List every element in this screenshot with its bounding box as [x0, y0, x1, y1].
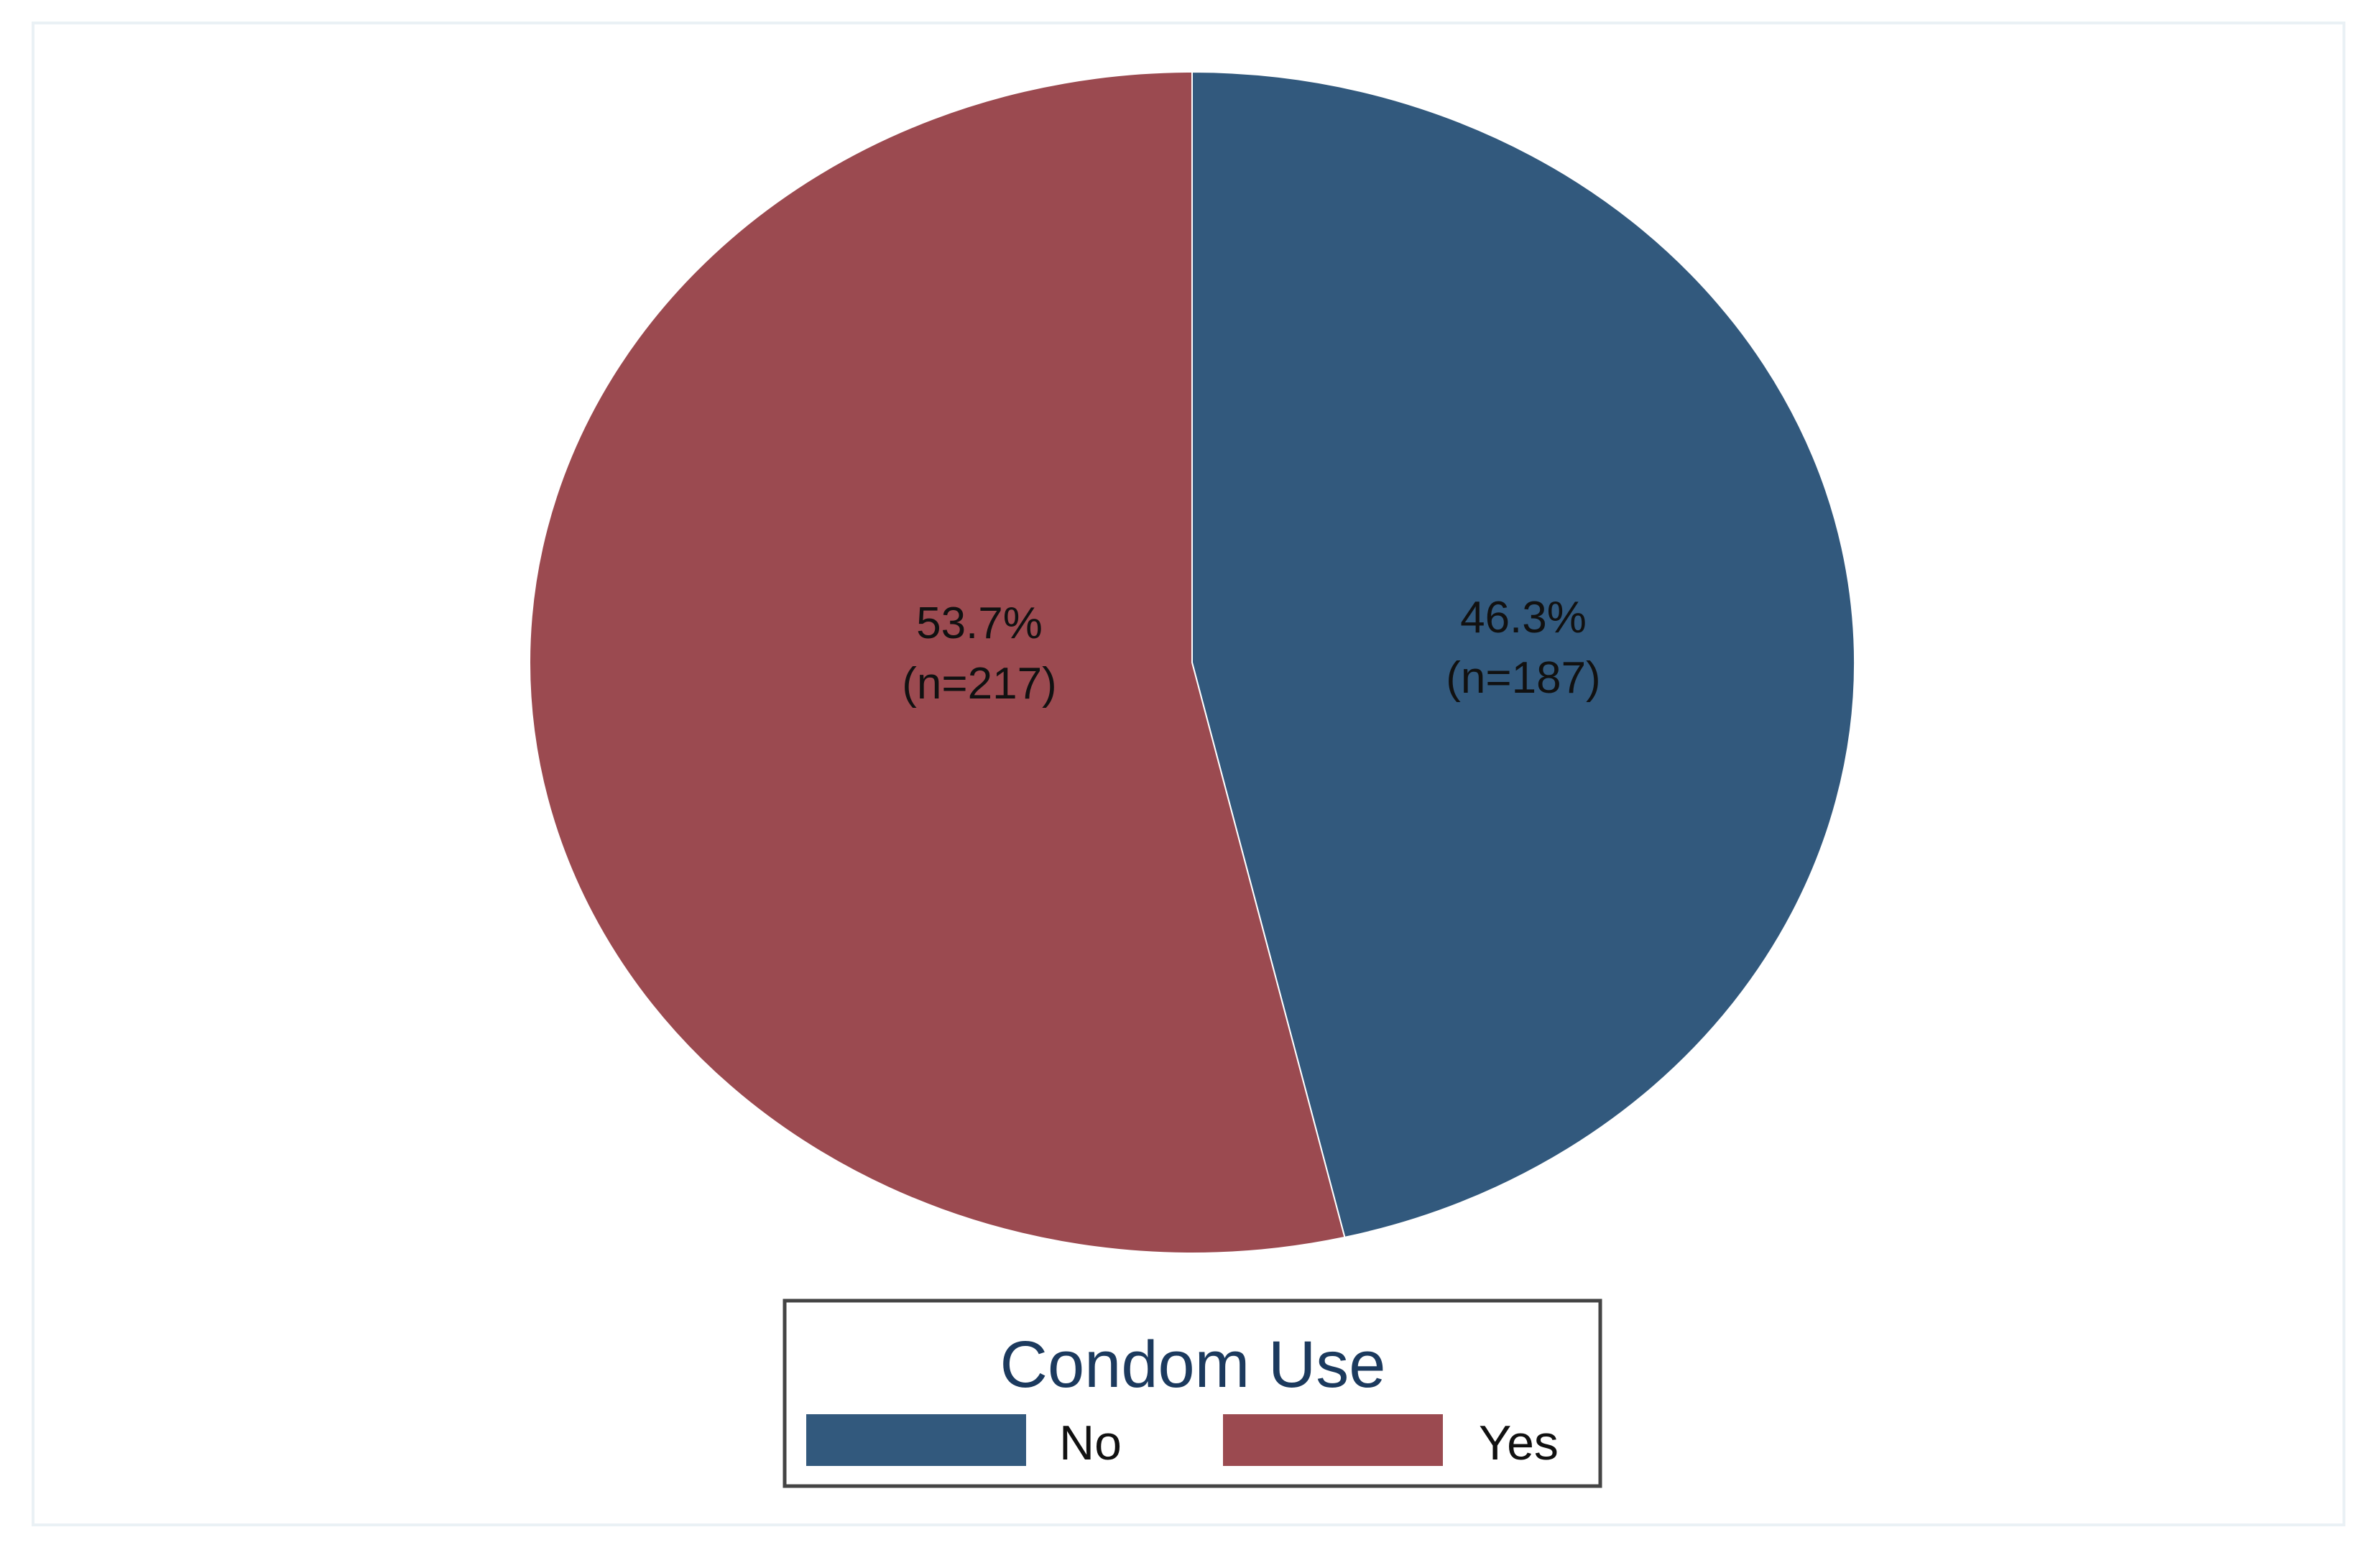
legend: Condom Use No Yes	[783, 1299, 1602, 1488]
slice-percent-label-no: 46.3%	[1460, 593, 1587, 642]
legend-swatch-no	[806, 1414, 1026, 1466]
slice-percent-label-yes: 53.7%	[916, 599, 1043, 648]
legend-label-yes: Yes	[1479, 1416, 1559, 1470]
pie-slice-no	[1191, 70, 1855, 1239]
pie-slice-yes	[529, 70, 1346, 1254]
slice-count-label-yes: (n=217)	[902, 659, 1056, 709]
slice-labels: 46.3% (n=187) 53.7% (n=217)	[902, 593, 1600, 709]
slice-count-label-no: (n=187)	[1446, 653, 1600, 703]
legend-title: Condom Use	[1000, 1328, 1386, 1401]
legend-swatch-yes	[1223, 1414, 1443, 1466]
legend-label-no: No	[1059, 1416, 1122, 1470]
pie-slices	[529, 70, 1855, 1254]
